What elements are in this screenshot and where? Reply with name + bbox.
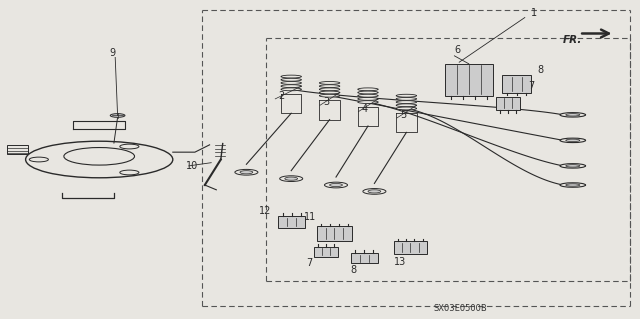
FancyBboxPatch shape	[314, 247, 338, 257]
Text: 9: 9	[109, 48, 115, 58]
FancyBboxPatch shape	[7, 145, 28, 154]
Ellipse shape	[319, 94, 340, 97]
FancyBboxPatch shape	[351, 253, 378, 263]
FancyBboxPatch shape	[394, 241, 427, 254]
Polygon shape	[74, 121, 125, 130]
Ellipse shape	[319, 91, 340, 94]
Text: SX03E0500B: SX03E0500B	[434, 304, 488, 313]
Ellipse shape	[396, 98, 417, 100]
Ellipse shape	[64, 147, 134, 165]
Text: 4: 4	[362, 104, 368, 114]
Ellipse shape	[566, 139, 580, 142]
Text: 8: 8	[538, 65, 544, 75]
FancyBboxPatch shape	[502, 75, 531, 93]
Ellipse shape	[120, 170, 139, 175]
Text: 13: 13	[394, 257, 406, 267]
Ellipse shape	[358, 98, 378, 100]
Ellipse shape	[120, 144, 139, 149]
Ellipse shape	[363, 189, 386, 194]
Ellipse shape	[560, 113, 586, 117]
Text: 2: 2	[278, 91, 285, 101]
Ellipse shape	[358, 91, 378, 94]
Ellipse shape	[396, 104, 417, 107]
Text: 7: 7	[528, 81, 534, 91]
Ellipse shape	[566, 165, 580, 167]
Ellipse shape	[560, 183, 586, 187]
Ellipse shape	[358, 101, 378, 103]
Ellipse shape	[330, 183, 342, 187]
Text: 12: 12	[259, 206, 271, 216]
Ellipse shape	[281, 82, 301, 84]
Text: 5: 5	[400, 110, 406, 120]
Ellipse shape	[560, 138, 586, 143]
Ellipse shape	[26, 141, 173, 178]
Ellipse shape	[29, 157, 49, 162]
Ellipse shape	[281, 78, 301, 81]
Text: 1: 1	[531, 8, 538, 18]
Text: 3: 3	[323, 97, 330, 107]
Ellipse shape	[358, 94, 378, 97]
Ellipse shape	[319, 85, 340, 87]
Ellipse shape	[319, 82, 340, 84]
FancyBboxPatch shape	[278, 216, 305, 228]
Ellipse shape	[281, 85, 301, 87]
Ellipse shape	[358, 88, 378, 91]
Text: 6: 6	[454, 45, 461, 55]
Ellipse shape	[110, 114, 125, 117]
Ellipse shape	[281, 75, 301, 78]
Text: 10: 10	[186, 161, 198, 171]
Ellipse shape	[368, 190, 381, 193]
Ellipse shape	[560, 164, 586, 168]
Ellipse shape	[240, 171, 253, 174]
Text: 8: 8	[351, 265, 357, 275]
Ellipse shape	[235, 169, 258, 175]
FancyBboxPatch shape	[317, 226, 352, 241]
Ellipse shape	[396, 107, 417, 110]
FancyBboxPatch shape	[445, 64, 493, 96]
Text: FR.: FR.	[563, 35, 582, 45]
Text: 7: 7	[306, 258, 312, 268]
Ellipse shape	[280, 176, 303, 182]
Ellipse shape	[566, 184, 580, 186]
Ellipse shape	[324, 182, 348, 188]
Ellipse shape	[319, 88, 340, 91]
FancyBboxPatch shape	[496, 97, 520, 110]
Ellipse shape	[396, 101, 417, 103]
Ellipse shape	[566, 114, 580, 116]
Ellipse shape	[281, 88, 301, 91]
Ellipse shape	[396, 94, 417, 97]
Text: 11: 11	[304, 212, 316, 222]
Ellipse shape	[285, 177, 298, 180]
